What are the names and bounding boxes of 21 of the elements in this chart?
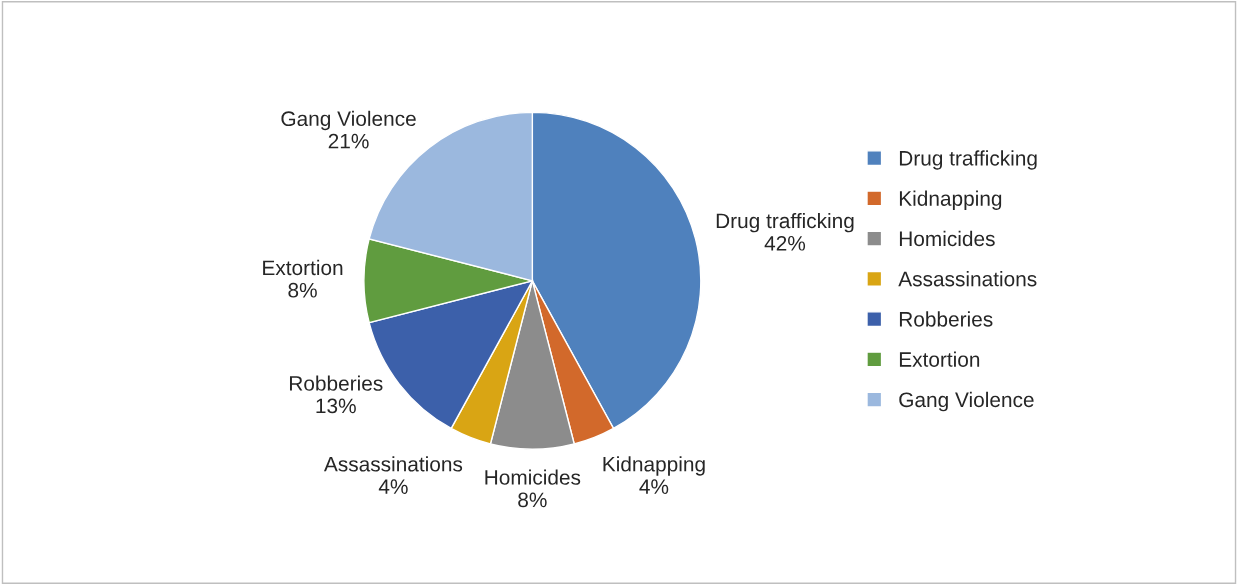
slice-label: Homicides [485, 469, 581, 485]
slice-label: Kidnapping [603, 456, 705, 476]
legend-label: Gang Violence [899, 391, 1034, 412]
legend-label: Drug trafficking [899, 150, 1037, 170]
legend-label: Extortion [899, 351, 980, 367]
slice-label: Robberies [289, 375, 383, 391]
data-label: 4% [378, 479, 408, 494]
slice-label: Extortion [263, 259, 343, 276]
data-label: 42% [764, 235, 806, 251]
slice-label: Gang Violence [281, 110, 416, 131]
data-label: 4% [639, 479, 669, 494]
legend-label: Homicides [899, 230, 995, 247]
data-label: 8% [518, 492, 547, 508]
data-label: 13% [316, 398, 356, 414]
legend-label: Assassinations [898, 271, 1037, 287]
legend-label: Robberies [899, 311, 993, 327]
slice-label: Assassinations [323, 456, 463, 472]
data-label: 8% [288, 282, 317, 298]
legend-label: Kidnapping [899, 190, 1002, 210]
data-label: 21% [328, 133, 369, 149]
slice-label: Drug trafficking [716, 212, 854, 233]
